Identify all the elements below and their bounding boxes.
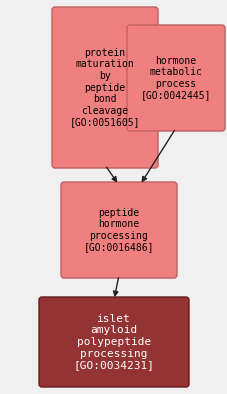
Text: protein
maturation
by
peptide
bond
cleavage
[GO:0051605]: protein maturation by peptide bond cleav… (69, 48, 140, 127)
Text: peptide
hormone
processing
[GO:0016486]: peptide hormone processing [GO:0016486] (83, 208, 154, 253)
Text: islet
amyloid
polypeptide
processing
[GO:0034231]: islet amyloid polypeptide processing [GO… (73, 314, 154, 370)
FancyBboxPatch shape (61, 182, 176, 278)
Text: hormone
metabolic
process
[GO:0042445]: hormone metabolic process [GO:0042445] (140, 56, 210, 100)
FancyBboxPatch shape (126, 25, 224, 131)
FancyBboxPatch shape (39, 297, 188, 387)
FancyBboxPatch shape (52, 7, 157, 168)
